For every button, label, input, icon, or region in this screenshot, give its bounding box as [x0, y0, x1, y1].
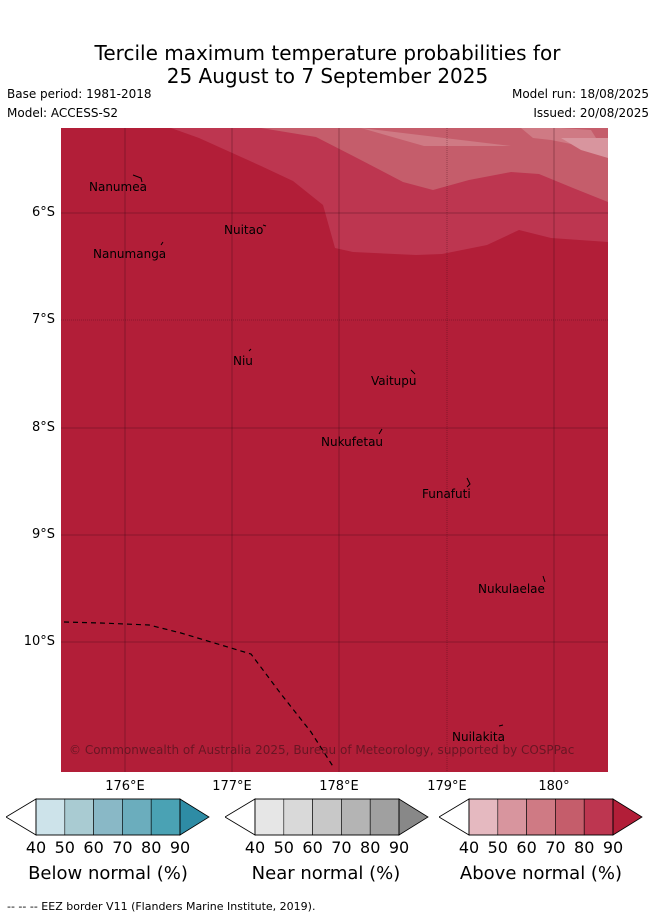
- island-label-nukulaelae: Nukulaelae: [478, 582, 545, 596]
- cbar-below-tick: 80: [141, 838, 162, 857]
- cbar-below-segment: [64, 798, 94, 836]
- colorbar-near-normal: [225, 798, 429, 836]
- contour-70: [261, 128, 608, 202]
- cbar-below-extend-max: [179, 798, 210, 836]
- cbar-below-segment: [35, 798, 66, 836]
- probability-map: [61, 128, 608, 772]
- cbar-near-extend-min: [225, 798, 256, 836]
- contour-50: [561, 138, 608, 158]
- eez-footnote: -- -- -- EEZ border V11 (Flanders Marine…: [7, 900, 316, 913]
- island-label-nuitao: Nuitao: [224, 223, 264, 237]
- cbar-near-tick: 50: [273, 838, 294, 857]
- cbar-near-tick: 80: [360, 838, 381, 857]
- title-line-1: Tercile maximum temperature probabilitie…: [94, 41, 561, 65]
- cbar-below-tick: 50: [54, 838, 75, 857]
- cbar-near-tick: 40: [244, 838, 266, 857]
- map-title: Tercile maximum temperature probabilitie…: [0, 42, 655, 88]
- lon-label-178e: 178°E: [319, 779, 359, 794]
- island-label-nanumea: Nanumea: [89, 180, 147, 194]
- colorbar-above-ticks: 40 50 60 70 80 90: [459, 838, 623, 858]
- cbar-below-tick: 90: [169, 838, 191, 857]
- island-label-niu: Niu: [233, 354, 253, 368]
- cbar-below-tick: 70: [112, 838, 133, 857]
- colorbar-near-ticks: 40 50 60 70 80 90: [245, 838, 409, 858]
- cbar-above-tick: 50: [487, 838, 508, 857]
- cbar-below-extend-min: [6, 798, 37, 836]
- colorbar-above-label: Above normal (%): [459, 863, 623, 884]
- cbar-above-segment: [468, 798, 499, 836]
- cbar-above-segment: [555, 798, 585, 836]
- cbar-below-segment: [150, 798, 181, 836]
- lon-label-176e: 176°E: [105, 779, 145, 794]
- cbar-above-tick: 70: [545, 838, 566, 857]
- copyright-notice: © Commonwealth of Australia 2025, Bureau…: [69, 743, 575, 757]
- cbar-above-tick: 90: [602, 838, 624, 857]
- island-marks: [132, 174, 546, 727]
- title-line-2: 25 August to 7 September 2025: [166, 64, 489, 88]
- colorbar-below-normal: [6, 798, 210, 836]
- island-label-funafuti: Funafuti: [422, 487, 471, 501]
- lon-label-177e: 177°E: [212, 779, 252, 794]
- lat-label-9s: 9°S: [31, 527, 55, 542]
- cbar-near-segment: [341, 798, 371, 836]
- cbar-near-segment: [254, 798, 285, 836]
- cbar-below-segment: [122, 798, 152, 836]
- lat-label-8s: 8°S: [31, 420, 55, 435]
- cbar-above-segment: [526, 798, 556, 836]
- cbar-above-segment: [497, 798, 527, 836]
- colorbar-below-label: Below normal (%): [28, 863, 188, 884]
- cbar-above-tick: 80: [574, 838, 595, 857]
- cbar-below-tick: 60: [83, 838, 104, 857]
- lat-label-10s: 10°S: [23, 634, 55, 649]
- cbar-near-tick: 70: [331, 838, 352, 857]
- model-name: Model: ACCESS-S2: [7, 106, 119, 120]
- eez-border: [63, 621, 335, 769]
- cbar-below-segment: [93, 798, 123, 836]
- cbar-above-segment: [583, 798, 614, 836]
- lat-label-7s: 7°S: [31, 312, 55, 327]
- colorbar-near-label: Near normal (%): [251, 863, 401, 884]
- lon-label-179e: 179°E: [427, 779, 467, 794]
- contour-60: [361, 128, 608, 148]
- lat-label-6s: 6°S: [31, 205, 55, 220]
- cbar-above-tick: 40: [458, 838, 480, 857]
- cbar-near-extend-max: [398, 798, 429, 836]
- cbar-above-tick: 60: [516, 838, 537, 857]
- issued-date: Issued: 20/08/2025: [533, 106, 649, 120]
- cbar-above-extend-min: [439, 798, 470, 836]
- cbar-near-segment: [283, 798, 313, 836]
- cbar-below-tick: 40: [25, 838, 47, 857]
- lon-label-180: 180°: [538, 779, 570, 794]
- cbar-near-segment: [369, 798, 400, 836]
- island-label-vaitupu: Vaitupu: [371, 374, 417, 388]
- graticule: [61, 128, 608, 772]
- cbar-above-extend-max: [612, 798, 643, 836]
- cbar-near-tick: 90: [388, 838, 410, 857]
- island-label-nuilakita: Nuilakita: [452, 730, 505, 744]
- model-run: Model run: 18/08/2025: [511, 87, 649, 101]
- island-label-nanumanga: Nanumanga: [93, 247, 167, 261]
- cbar-near-segment: [312, 798, 342, 836]
- colorbar-below-ticks: 40 50 60 70 80 90: [26, 838, 190, 858]
- base-period: Base period: 1981-2018: [7, 87, 152, 101]
- island-label-nukufetau: Nukufetau: [321, 435, 384, 449]
- cbar-near-tick: 60: [302, 838, 323, 857]
- colorbar-above-normal: [439, 798, 643, 836]
